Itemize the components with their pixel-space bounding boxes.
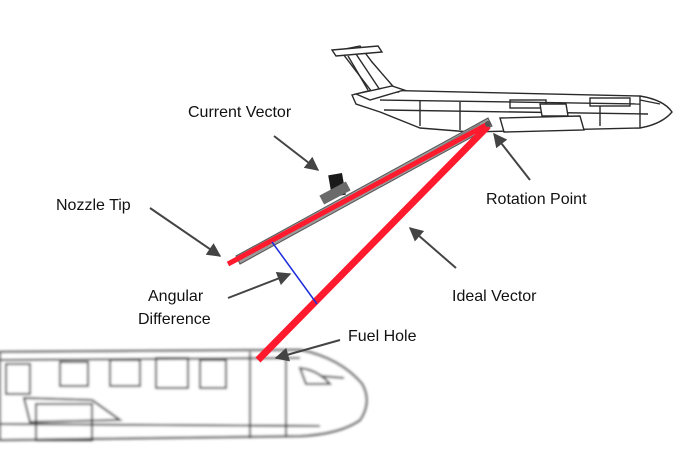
rotation-point-label: Rotation Point [486, 191, 587, 208]
tanker-aircraft-icon [330, 45, 673, 133]
angular-difference-label-line1: Angular [148, 288, 204, 305]
current-vector-arrow [273, 135, 320, 171]
angular-difference-arrow [227, 272, 292, 299]
angular-difference-label-line2: Difference [138, 311, 211, 328]
ideal-vector-label: Ideal Vector [452, 288, 537, 305]
current-vector-label: Current Vector [188, 104, 292, 121]
ideal-vector-arrow [408, 227, 457, 269]
rotation-point-marker [485, 121, 491, 127]
rotation-point-arrow [493, 132, 531, 181]
fuel-hole-arrow [274, 339, 341, 362]
current-vector-line [226, 121, 490, 267]
nozzle-tip-arrow [149, 207, 222, 257]
receiver-aircraft-icon [0, 348, 368, 442]
ideal-vector-line [255, 123, 491, 363]
fuel-hole-label: Fuel Hole [348, 328, 417, 345]
angular-difference-line [271, 241, 318, 305]
nozzle-tip-label: Nozzle Tip [56, 197, 131, 214]
